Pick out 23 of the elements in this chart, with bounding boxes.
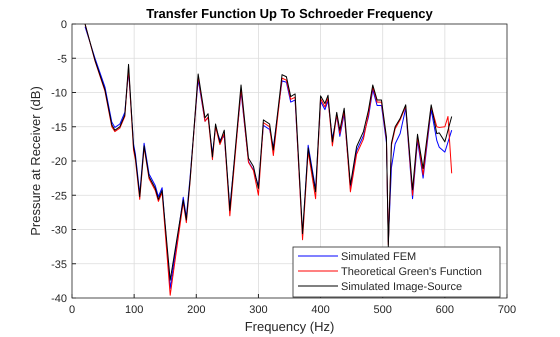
x-tick-label: 200 [187, 304, 206, 316]
y-tick-label: -40 [51, 293, 67, 305]
y-tick-label: -5 [57, 53, 67, 66]
x-axis-title: Frequency (Hz) [244, 319, 334, 334]
y-tick-label: -25 [51, 190, 67, 202]
x-tick-label: 400 [311, 304, 330, 316]
y-tick-label: -30 [51, 224, 67, 236]
y-tick-label: -20 [51, 156, 67, 168]
chart-title: Transfer Function Up To Schroeder Frequency [146, 6, 434, 21]
x-tick-label: 500 [374, 304, 392, 316]
y-axis-title: Pressure at Receiver (dB) [28, 86, 43, 236]
y-tick-label: -15 [51, 122, 67, 134]
y-tick-label: -10 [51, 88, 67, 100]
legend-label: Theoretical Green's Function [341, 266, 482, 278]
x-tick-label: 600 [436, 304, 454, 316]
legend-label: Simulated Image-Source [341, 281, 462, 293]
x-tick-label: 700 [498, 304, 516, 316]
x-tick-label: 100 [124, 304, 144, 316]
legend-label: Simulated FEM [341, 251, 416, 263]
x-tick-label: 300 [249, 304, 268, 316]
x-tick-label: 0 [68, 304, 76, 316]
y-tick-label: -35 [51, 258, 67, 271]
y-tick-label: 0 [60, 19, 67, 31]
